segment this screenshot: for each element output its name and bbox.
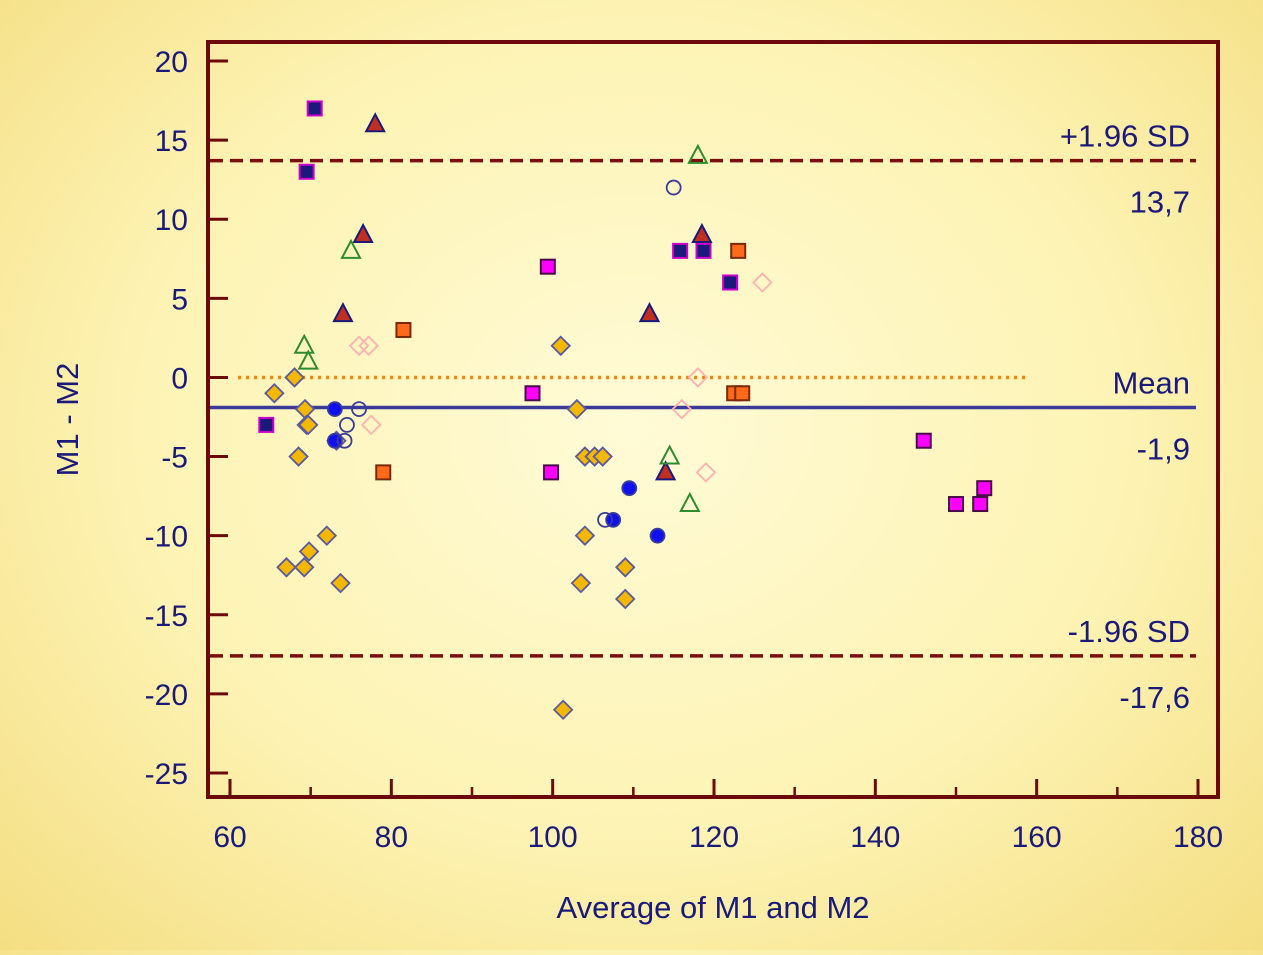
data-point-circle [621,480,638,497]
data-point-diamond [552,699,574,720]
data-point-diamond [284,367,305,388]
data-point-diamond [695,462,717,483]
data-point-diamond [614,557,636,578]
data-point-triangle [352,222,374,244]
data-point-square [258,416,275,433]
data-point-diamond [297,414,319,436]
data-point-diamond [330,572,351,594]
y-tick-label: 15 [155,125,188,158]
data-point-triangle [638,302,661,323]
data-point-square [543,464,560,481]
data-point-square [948,496,964,513]
plot-frame [206,40,1220,799]
data-point-diamond [671,398,693,420]
y-tick-label: 10 [155,204,188,237]
y-tick-label: -5 [161,442,188,475]
mean-label: Mean [1112,366,1190,401]
lower_sd-value: -17,6 [1119,680,1190,715]
x-tick-label: 160 [1012,821,1062,854]
data-point-circle [597,511,613,528]
data-point-diamond [294,398,316,420]
data-markers [258,100,993,720]
data-point-circle [649,527,666,544]
data-point-diamond [358,335,380,357]
data-point-square [722,274,739,291]
data-point-square [730,242,747,259]
x-tick-label: 60 [213,821,246,854]
data-point-diamond [566,398,588,420]
data-point-triangle [658,444,681,465]
x-tick-label: 140 [850,821,900,854]
data-point-diamond [614,588,636,610]
data-point-circle [605,511,622,528]
mean-value: -1,9 [1137,432,1190,467]
data-point-square [539,258,556,275]
data-point-diamond [316,525,338,546]
data-point-triangle [340,238,362,259]
data-point-diamond [264,382,285,404]
data-point-diamond [293,557,315,578]
data-point-square [972,496,989,513]
data-point-diamond [348,335,370,357]
y-axis-title: M1 - M2 [50,363,85,477]
data-point-square [375,464,392,481]
data-point-diamond [288,446,309,467]
y-tick-label: -25 [145,758,188,791]
data-point-diamond [360,414,382,436]
upper_sd-label: +1.96 SD [1060,119,1190,154]
data-point-circle [665,179,682,196]
data-point-square [524,385,541,402]
data-point-diamond [550,335,572,357]
x-axis-ticks: 60 80 100 120 140 160 180 [213,779,1223,854]
y-tick-label: 20 [155,46,188,79]
data-point-square [306,100,323,117]
data-point-triangle [293,333,315,354]
data-point-triangle [332,302,354,323]
data-point-diamond [276,557,297,578]
data-point-diamond [298,541,320,562]
data-point-square [734,385,751,402]
data-point-diamond [574,525,596,546]
lower_sd-label: -1.96 SD [1068,614,1190,649]
y-tick-label: -10 [145,521,188,554]
y-tick-label: 0 [171,362,188,395]
data-point-square [976,480,993,497]
data-point-triangle [297,349,319,370]
data-point-circle [336,432,353,449]
upper_sd-value: 13,7 [1130,185,1190,220]
data-point-circle [351,401,367,417]
x-axis-title: Average of M1 and M2 [556,890,869,925]
data-point-diamond [592,446,613,467]
y-tick-label: -15 [145,600,188,633]
x-tick-label: 80 [375,821,408,854]
data-point-triangle [679,491,701,513]
reference-lines [210,158,1196,658]
x-tick-label: 180 [1173,821,1223,854]
data-point-diamond [752,272,773,293]
data-point-circle [339,417,355,433]
data-point-square [695,242,712,259]
data-point-circle [326,401,343,417]
reference-labels: +1.96 SD 13,7 Mean -1,9 -1.96 SD -17,6 [1060,119,1190,715]
data-point-triangle [364,112,386,133]
data-point-square [672,242,689,259]
data-point-square [298,163,315,180]
data-point-diamond [570,572,592,594]
data-point-triangle [691,222,713,244]
data-point-triangle [687,143,709,164]
data-point-diamond [687,367,709,388]
data-point-square [395,321,412,338]
y-axis-ticks: 20 15 10 5 0 -5 -10 -15 -20 -25 [145,46,228,791]
y-tick-label: 5 [171,283,188,316]
data-point-triangle [654,460,677,481]
y-tick-label: -20 [145,679,188,712]
x-tick-label: 100 [528,821,578,854]
data-point-square [915,432,932,449]
x-tick-label: 120 [689,821,739,854]
